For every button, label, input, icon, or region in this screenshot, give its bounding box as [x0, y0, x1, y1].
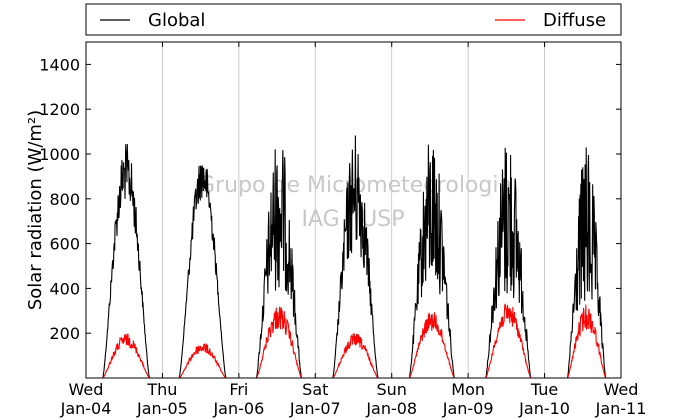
x-tick-label-date: Jan-10 [518, 399, 570, 418]
y-tick-label: 1200 [39, 100, 80, 119]
y-axis: 200 400 600 800 1000 1200 1400 [39, 55, 621, 343]
x-tick-label-date: Jan-11 [595, 399, 647, 418]
legend-diffuse-label: Diffuse [543, 10, 606, 31]
legend-global-label: Global [148, 10, 205, 31]
plot-frame [85, 41, 622, 379]
x-tick-label-date: Jan-04 [60, 399, 112, 418]
x-tick-label-day: Thu [146, 380, 177, 399]
x-tick-label-day: Mon [451, 380, 485, 399]
legend: Global Diffuse [85, 3, 622, 36]
y-tick-label: 800 [49, 190, 80, 209]
x-axis: WedJan-04ThuJan-05FriJan-06SatJan-07SunJ… [60, 42, 647, 418]
x-tick-label-day: Wed [69, 380, 104, 399]
series-line-global [86, 135, 621, 379]
x-tick-label-day: Tue [530, 380, 558, 399]
x-tick-label-date: Jan-05 [136, 399, 188, 418]
series-line-diffuse [86, 303, 621, 379]
x-tick-label-date: Jan-08 [365, 399, 417, 418]
grid-lines [162, 42, 545, 378]
legend-box [85, 3, 622, 36]
y-axis-label: Solar radiation (W/m²) [25, 110, 46, 310]
y-tick-label: 400 [49, 279, 80, 298]
series-lines [86, 135, 621, 379]
x-tick-label-date: Jan-07 [289, 399, 341, 418]
x-tick-label-day: Fri [229, 380, 248, 399]
x-tick-label-day: Wed [604, 380, 639, 399]
x-tick-label-day: Sat [302, 380, 328, 399]
y-tick-label: 1400 [39, 55, 80, 74]
x-tick-label-date: Jan-09 [442, 399, 494, 418]
x-tick-label-date: Jan-06 [212, 399, 264, 418]
y-tick-label: 1000 [39, 145, 80, 164]
y-tick-label: 200 [49, 324, 80, 343]
x-tick-label-day: Sun [376, 380, 406, 399]
y-tick-label: 600 [49, 235, 80, 254]
